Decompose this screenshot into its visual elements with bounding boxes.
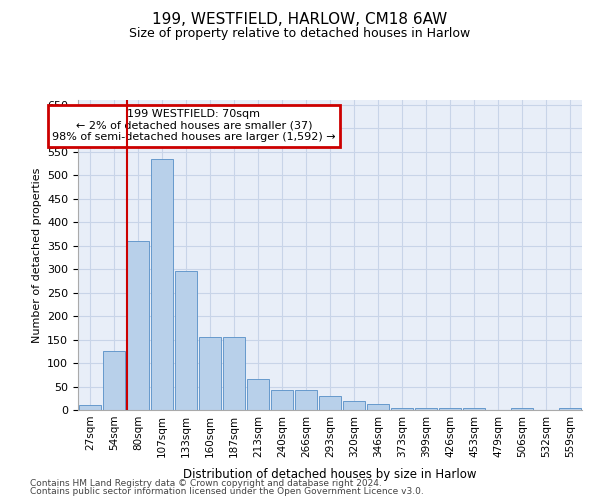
Bar	[127, 241, 149, 410]
Bar	[319, 396, 341, 410]
Bar	[271, 390, 293, 410]
Text: 199 WESTFIELD: 70sqm
← 2% of detached houses are smaller (37)
98% of semi-detach: 199 WESTFIELD: 70sqm ← 2% of detached ho…	[52, 110, 336, 142]
Bar	[199, 337, 221, 410]
Text: Size of property relative to detached houses in Harlow: Size of property relative to detached ho…	[130, 28, 470, 40]
Text: Contains public sector information licensed under the Open Government Licence v3: Contains public sector information licen…	[30, 488, 424, 496]
Text: Contains HM Land Registry data © Crown copyright and database right 2024.: Contains HM Land Registry data © Crown c…	[30, 478, 382, 488]
Bar	[559, 408, 581, 410]
Bar	[511, 408, 533, 410]
Y-axis label: Number of detached properties: Number of detached properties	[32, 168, 41, 342]
Bar	[295, 390, 317, 410]
Bar	[367, 404, 389, 410]
Bar	[151, 158, 173, 410]
Bar	[439, 408, 461, 410]
Bar	[343, 400, 365, 410]
X-axis label: Distribution of detached houses by size in Harlow: Distribution of detached houses by size …	[183, 468, 477, 481]
Text: 199, WESTFIELD, HARLOW, CM18 6AW: 199, WESTFIELD, HARLOW, CM18 6AW	[152, 12, 448, 28]
Bar	[223, 337, 245, 410]
Bar	[79, 406, 101, 410]
Bar	[391, 408, 413, 410]
Bar	[463, 408, 485, 410]
Bar	[247, 380, 269, 410]
Bar	[103, 352, 125, 410]
Bar	[175, 272, 197, 410]
Bar	[415, 408, 437, 410]
